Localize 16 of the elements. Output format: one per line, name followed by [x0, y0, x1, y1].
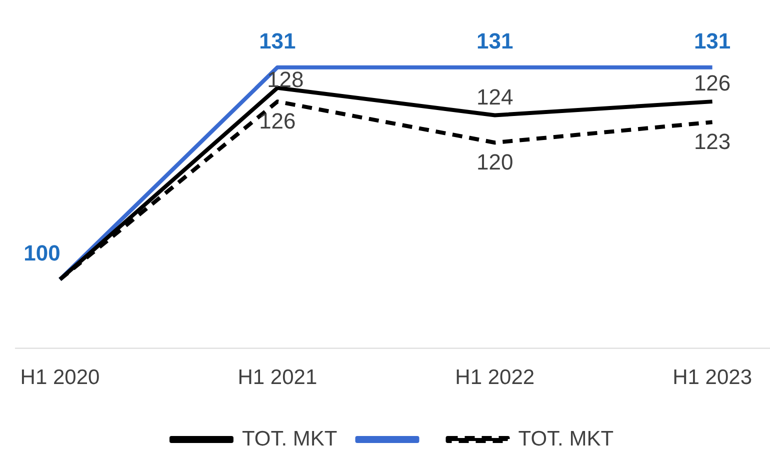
data-label: 126 — [259, 108, 296, 134]
data-label: 123 — [694, 129, 731, 154]
data-label: 124 — [476, 84, 514, 110]
data-label: 131 — [694, 28, 731, 54]
data-label: 126 — [694, 70, 731, 96]
data-label: 120 — [476, 150, 514, 175]
x-tick-label: H1 2021 — [238, 366, 318, 390]
x-tick-label: H1 2023 — [672, 366, 752, 390]
x-tick-label: H1 2022 — [455, 366, 535, 390]
x-tick-label: H1 2020 — [20, 366, 100, 390]
data-label: 128 — [267, 66, 304, 92]
data-label: 131 — [259, 28, 296, 54]
legend-label: TOT. MKT — [242, 427, 338, 450]
data-label: 100 — [24, 240, 60, 266]
data-label: 131 — [476, 28, 514, 54]
legend-label: TOT. MKT — [518, 427, 614, 450]
